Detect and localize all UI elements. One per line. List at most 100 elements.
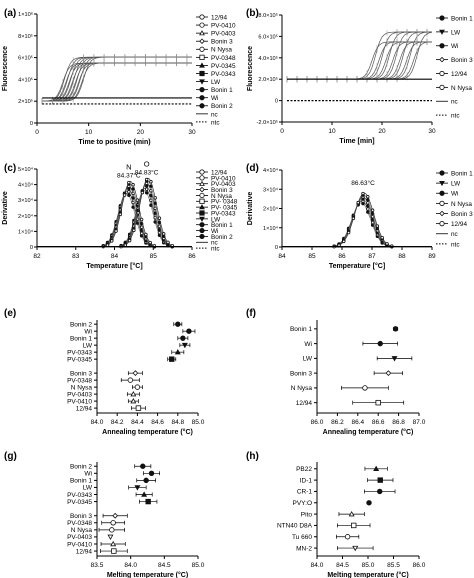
x-tick-label: 89	[428, 253, 436, 260]
legend-label: ntc	[451, 241, 460, 248]
curve-marker	[132, 228, 136, 233]
y-axis-title: Derivative	[247, 192, 254, 226]
x-tick-label: 85.0	[192, 562, 205, 569]
x-tick-label: 10	[328, 128, 336, 135]
legend-label: Bonin 3	[451, 57, 473, 64]
x-tick-label: 86.0	[413, 562, 426, 569]
data-point	[181, 342, 188, 349]
legend-label: PV- 0348	[211, 199, 238, 206]
x-tick-label: 85.0	[192, 419, 205, 426]
row-label: LW	[83, 342, 93, 349]
peak-curve	[37, 190, 192, 248]
data-point	[135, 405, 142, 411]
curve-marker	[351, 216, 356, 221]
legend-marker	[199, 222, 205, 228]
y-tick-label: 3×10⁴	[18, 197, 34, 204]
data-point	[145, 498, 151, 505]
x-tick-label: 82	[33, 253, 41, 260]
row-label: Bonin 1	[290, 326, 312, 333]
row-label: LW	[303, 356, 313, 363]
legend-label: 12/94	[451, 71, 467, 78]
peak-temp-label: 86.63°C	[351, 179, 375, 187]
y-tick-label: 2.0×10⁵	[258, 76, 278, 83]
legend-marker	[439, 70, 445, 77]
curve-marker	[114, 229, 118, 233]
legend-marker	[199, 186, 205, 193]
peak-temp-label: 84.37°C	[117, 171, 141, 179]
legend-marker	[439, 43, 445, 49]
data-point	[352, 545, 359, 552]
peak-curve	[37, 178, 192, 248]
data-point	[110, 540, 117, 547]
legend-marker	[439, 221, 445, 227]
data-point	[351, 522, 357, 529]
x-tick-label: 84.6	[151, 419, 164, 426]
x-tick-label: 87.0	[413, 419, 426, 426]
peak-curve	[37, 180, 192, 248]
x-tick-label: 10	[85, 129, 93, 136]
legend-marker	[199, 46, 205, 52]
data-point	[377, 488, 383, 495]
peak-curve	[282, 192, 432, 248]
panel-label: (b)	[246, 8, 259, 19]
x-axis-title: Annealing temperature (°C)	[323, 428, 414, 436]
legend-label: PV-0403	[211, 181, 236, 188]
y-tick-label: 2×10⁴	[263, 206, 279, 213]
row-label: PVY:O	[292, 500, 312, 507]
peak-curve	[37, 188, 192, 248]
row-label: PV-0410	[67, 541, 92, 548]
x-tick-label: 83	[72, 253, 80, 260]
curve-marker	[144, 177, 149, 182]
row-label: PB22	[296, 466, 312, 473]
data-point	[366, 500, 372, 506]
data-point	[375, 399, 381, 406]
legend-label: 12/94	[211, 169, 227, 176]
curve-marker	[346, 230, 351, 235]
data-point	[175, 321, 181, 327]
legend-label: PV- 0345	[211, 205, 238, 212]
panel-label: (a)	[4, 8, 16, 19]
peak-group-label: O	[144, 159, 150, 168]
legend-marker	[199, 38, 205, 44]
x-tick-label: 84.4	[131, 419, 144, 426]
x-tick-label: 88	[398, 253, 406, 260]
x-axis-title: Melting temperature (°C)	[107, 571, 188, 578]
legend-label: Bonin 1	[451, 15, 473, 22]
amplification-curves	[41, 54, 193, 105]
peak-curve	[37, 185, 192, 248]
legend-marker	[199, 198, 205, 204]
panel-label: (e)	[4, 308, 16, 319]
curve-marker	[380, 236, 384, 240]
y-tick-label: 0	[30, 245, 33, 251]
data-point	[344, 534, 351, 540]
peak-curve	[37, 181, 192, 248]
legend-label: nc	[451, 99, 459, 106]
legend-marker	[439, 190, 445, 196]
x-tick-label: 86.4	[351, 419, 364, 426]
row-label: Bonin 2	[70, 321, 92, 328]
x-tick-label: 84.5	[336, 562, 349, 569]
curve-marker	[148, 240, 152, 245]
data-point	[110, 520, 116, 526]
data-point	[377, 340, 383, 347]
data-point	[109, 527, 115, 533]
curve-marker	[127, 180, 131, 185]
legend-label: PV-0403	[211, 31, 236, 38]
y-tick-label: 4.0×10⁵	[258, 55, 278, 62]
peak-curve	[282, 202, 432, 248]
x-tick-label: 20	[378, 128, 386, 135]
legend-marker	[199, 95, 205, 101]
peak-curve	[37, 183, 192, 248]
row-label: PV-0348	[67, 520, 92, 527]
data-point	[107, 534, 114, 541]
row-label: PV-0410	[67, 398, 92, 405]
amplification-curves	[286, 28, 433, 83]
legend-marker	[199, 62, 205, 68]
legend-marker	[199, 180, 205, 186]
y-tick-label: 4×10⁵	[18, 76, 33, 83]
legend-marker	[439, 84, 445, 90]
x-axis-title: Annealing temperature (°C)	[102, 428, 193, 436]
legend-marker	[439, 180, 445, 187]
x-tick-label: 84.8	[171, 419, 184, 426]
row-label: Wi	[304, 341, 312, 348]
